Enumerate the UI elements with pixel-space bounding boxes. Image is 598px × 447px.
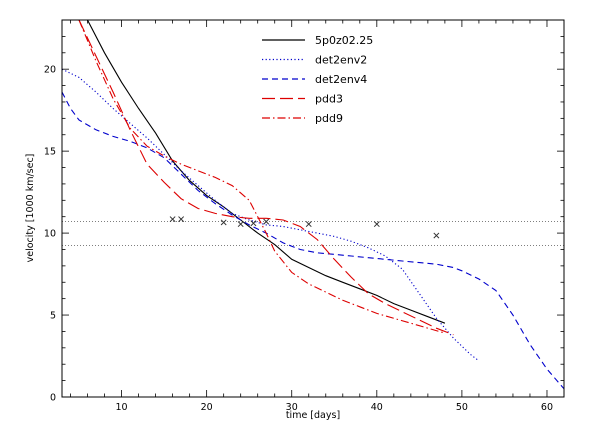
y-tick-label: 20	[44, 65, 56, 76]
reference-lines	[62, 221, 564, 246]
plot-frame	[61, 19, 565, 398]
observation-points	[169, 216, 440, 239]
y-tick-label: 15	[44, 147, 56, 158]
x-tick-label: 20	[201, 402, 213, 413]
series-line-det2env2	[62, 68, 480, 362]
series-line-5p0z02.25	[87, 20, 446, 324]
y-tick-label: 10	[44, 229, 56, 240]
observation-marker	[373, 221, 380, 228]
observation-marker	[263, 218, 270, 225]
legend-label-5p0z02.25: 5p0z02.25	[315, 34, 373, 47]
observation-marker	[169, 216, 176, 223]
axis-ticks: 10 20 30 40 50 60 0 5 10 15 20	[44, 19, 565, 413]
x-tick-label: 60	[541, 402, 553, 413]
observation-marker	[305, 221, 312, 228]
observation-marker	[237, 221, 244, 228]
y-axis-title: velocity [1000 km/sec]	[25, 154, 36, 263]
legend-label-pdd9: pdd9	[315, 112, 343, 125]
observation-marker	[250, 220, 257, 227]
observation-marker	[433, 232, 440, 239]
x-axis-title: time [days]	[286, 410, 340, 421]
series-group	[62, 20, 564, 390]
observation-marker	[178, 216, 185, 223]
x-tick-label: 10	[116, 402, 128, 413]
y-tick-label: 5	[50, 311, 56, 322]
observation-marker	[220, 219, 227, 226]
legend: 5p0z02.25 det2env2 det2env4 pdd3 pdd9	[262, 34, 373, 125]
legend-label-pdd3: pdd3	[315, 93, 343, 106]
series-line-det2env4	[62, 91, 564, 390]
legend-label-det2env2: det2env2	[315, 54, 367, 67]
series-line-pdd9	[78, 20, 446, 334]
x-tick-label: 30	[286, 402, 298, 413]
legend-label-det2env4: det2env4	[315, 73, 367, 86]
series-line-pdd3	[78, 20, 454, 336]
x-tick-label: 40	[371, 402, 383, 413]
x-tick-label: 50	[456, 402, 468, 413]
y-tick-label: 0	[50, 393, 56, 404]
